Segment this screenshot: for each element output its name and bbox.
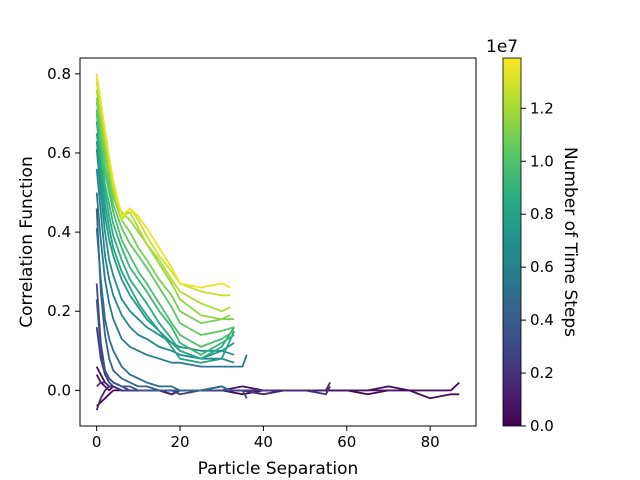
colorbar-tick-label: 0.2 [530, 364, 554, 382]
colorbar-label: Number of Time Steps [560, 147, 580, 337]
colorbar-tick-label: 1.2 [530, 99, 554, 117]
plot-frame [79, 57, 477, 427]
series-line-23 [95, 73, 231, 289]
series-line-15 [95, 121, 235, 360]
x-tick-label: 80 [421, 433, 440, 451]
colorbar-ticks: 0.0 0.2 0.4 0.6 0.8 1.0 1.2 [521, 99, 554, 435]
colorbar-offset-label: 1e7 [486, 37, 518, 57]
series-line-16 [95, 113, 235, 356]
series-line-18 [95, 101, 235, 336]
x-tick-label: 40 [254, 433, 273, 451]
x-tick-label: 20 [170, 433, 189, 451]
colorbar-tick-label: 1.0 [530, 152, 554, 170]
colorbar-tick-label: 0.8 [530, 205, 554, 223]
series-line-9 [95, 228, 231, 392]
colorbar-tick-label: 0.0 [530, 417, 554, 435]
colorbar [502, 57, 522, 427]
y-axis-ticks: 0.0 0.2 0.4 0.6 0.8 [47, 65, 80, 399]
series-line-10 [95, 192, 248, 368]
series-line-17 [95, 109, 235, 348]
series-lines [95, 73, 460, 411]
colorbar-tick-label: 0.4 [530, 311, 554, 329]
y-tick-label: 0.4 [47, 223, 71, 241]
x-axis-label: Particle Separation [198, 459, 359, 479]
x-tick-label: 60 [337, 433, 356, 451]
y-tick-label: 0.2 [47, 302, 71, 320]
x-axis-ticks: 0 20 40 60 80 [92, 426, 440, 451]
x-tick-label: 0 [92, 433, 102, 451]
y-tick-label: 0.8 [47, 65, 71, 83]
series-line-19 [95, 97, 235, 324]
series-line-7 [95, 299, 231, 392]
series-line-12 [95, 148, 235, 356]
y-axis-label: Correlation Function [17, 156, 37, 327]
y-tick-label: 0.6 [47, 144, 71, 162]
colorbar-tick-label: 0.6 [530, 258, 554, 276]
series-line-11 [95, 168, 235, 364]
series-line-1 [96, 385, 460, 407]
series-line-20 [95, 89, 231, 321]
series-line-14 [95, 133, 236, 364]
y-tick-label: 0.0 [47, 381, 71, 399]
